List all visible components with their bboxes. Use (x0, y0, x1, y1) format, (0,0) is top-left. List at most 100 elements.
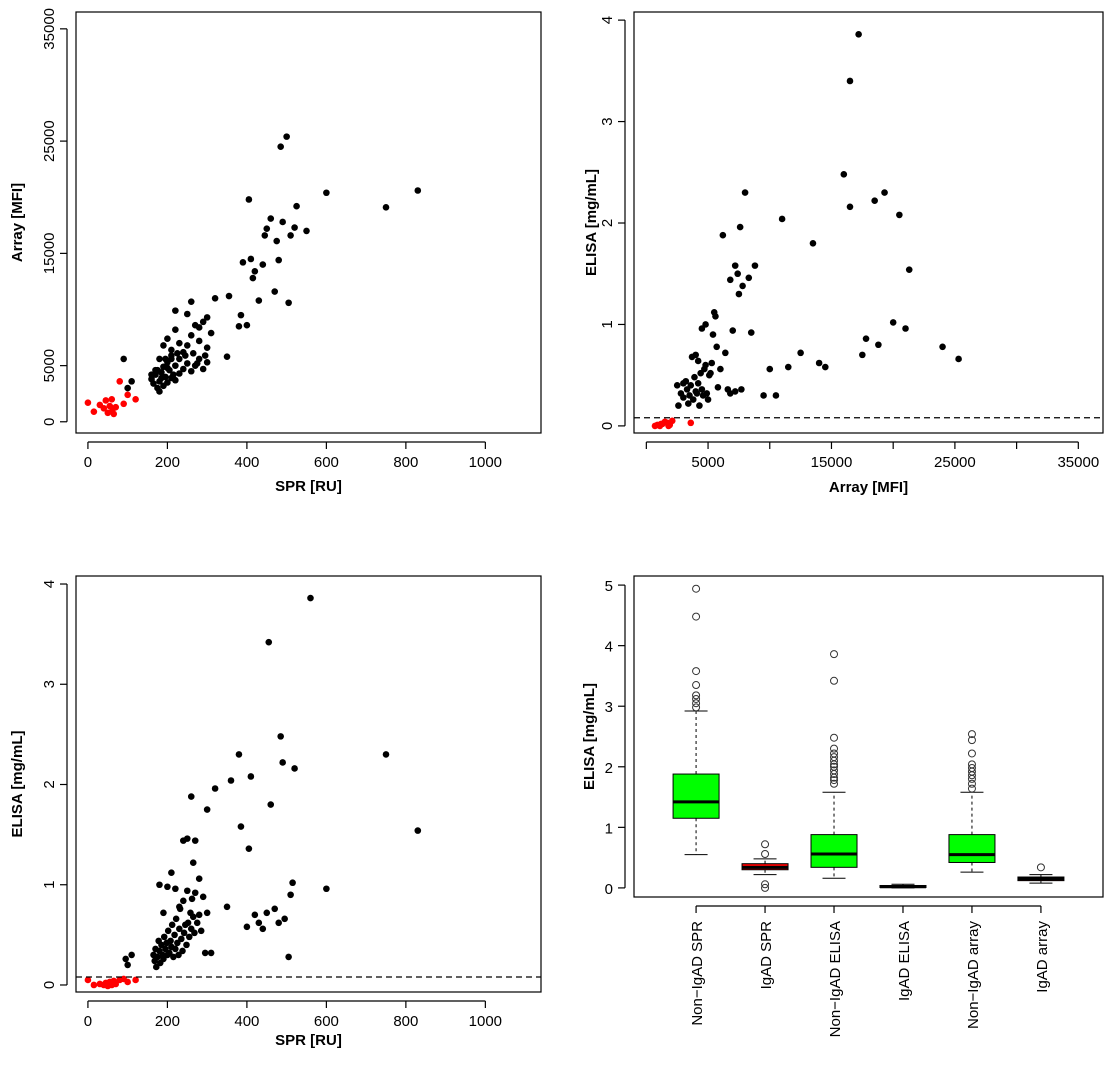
scatter-elisa-vs-array: 5000 15000 25000 35000 0 1 2 3 4 Array [MFI] EL… (583, 11, 1104, 496)
data-point (693, 390, 701, 397)
data-point (189, 349, 197, 357)
iqr-box (948, 834, 996, 863)
data-point (180, 929, 188, 937)
data-point (227, 777, 235, 784)
data-point (156, 355, 163, 363)
data-point (939, 343, 946, 351)
data-points (84, 133, 422, 418)
data-point (905, 266, 913, 273)
data-point (199, 893, 207, 901)
data-point (172, 915, 180, 923)
data-point (199, 318, 207, 326)
y-tick-label: 0 (605, 881, 613, 898)
data-point (170, 953, 177, 961)
iqr-box (810, 834, 858, 868)
data-point (259, 925, 267, 933)
data-point (703, 390, 711, 397)
y-tick-label: 3 (41, 680, 58, 688)
data-point (687, 382, 695, 389)
data-point (275, 919, 282, 927)
data-point (382, 204, 390, 211)
data-point (680, 394, 687, 401)
x-tick-label: 0 (84, 454, 92, 471)
y-tick-label: 3 (599, 117, 616, 125)
data-point (709, 331, 717, 338)
data-point (180, 897, 187, 905)
data-point (164, 335, 171, 342)
data-point (168, 921, 176, 929)
data-point (741, 189, 749, 196)
data-point (271, 905, 279, 913)
data-point (859, 351, 866, 359)
data-point (187, 298, 195, 305)
box-1 (741, 840, 789, 892)
outlier-point (692, 667, 701, 676)
data-point (154, 953, 161, 961)
data-point (183, 310, 191, 318)
data-point (167, 937, 174, 945)
data-point (189, 859, 197, 866)
outlier-point (967, 736, 976, 745)
scatter-elisa-vs-spr: 0 200 400 600 800 1000 0 1 2 3 4 SPR [RU] ELISA [… (9, 575, 542, 1049)
category-label: IgAD SPR (758, 921, 775, 990)
data-point (243, 923, 251, 931)
outlier-point (830, 779, 839, 788)
data-point (245, 845, 253, 852)
data-point (862, 335, 870, 342)
data-point (223, 353, 231, 360)
box-3 (879, 883, 927, 889)
x-axis: 0 200 400 600 800 1000 (84, 441, 502, 471)
data-point (128, 951, 135, 959)
data-point (185, 933, 193, 941)
category-label: IgAD array (1034, 921, 1051, 993)
box-series (672, 584, 1065, 892)
data-point (211, 294, 219, 302)
data-point (184, 919, 192, 927)
data-point (766, 365, 774, 373)
data-point (722, 349, 729, 357)
data-point (132, 396, 139, 403)
data-point (734, 270, 741, 278)
data-point (249, 274, 257, 282)
data-point (154, 366, 161, 374)
y-tick-label: 0 (41, 418, 58, 426)
data-point (172, 945, 179, 953)
data-point (289, 879, 296, 887)
data-point (187, 793, 195, 800)
data-point (110, 410, 118, 418)
data-point (199, 365, 207, 373)
data-point (738, 386, 745, 393)
data-point (881, 189, 888, 196)
data-point (168, 346, 175, 354)
y-axis-title: Array [MFI] (9, 183, 26, 262)
outlier-point (967, 779, 976, 788)
data-point (172, 307, 179, 314)
data-point (673, 382, 681, 389)
data-point (702, 321, 709, 328)
data-point (237, 823, 245, 830)
x-tick-label: 0 (84, 1013, 92, 1030)
data-point (132, 976, 139, 984)
category-label: IgAD ELISA (896, 921, 913, 1001)
data-point (665, 422, 672, 430)
data-point (164, 883, 171, 891)
x-tick-label: 400 (234, 1013, 259, 1030)
x-tick-label: 400 (234, 454, 259, 471)
data-point (160, 342, 167, 349)
data-point (90, 981, 98, 989)
data-point (809, 239, 817, 247)
y-axis-title: ELISA [mg/mL] (581, 683, 598, 790)
x-tick-label: 1000 (469, 1013, 502, 1030)
data-point (124, 384, 131, 392)
outlier-point (830, 733, 839, 742)
data-point (178, 935, 185, 943)
data-point (164, 927, 172, 935)
data-point (689, 396, 697, 403)
data-point (108, 396, 116, 403)
data-point (191, 889, 199, 897)
x-axis: Non−IgAD SPR IgAD SPR Non−IgAD ELISA IgAD E… (689, 905, 1051, 1037)
data-point (259, 261, 267, 268)
x-axis-title: SPR [RU] (275, 1032, 342, 1049)
data-point (120, 400, 127, 408)
data-point (176, 339, 183, 347)
